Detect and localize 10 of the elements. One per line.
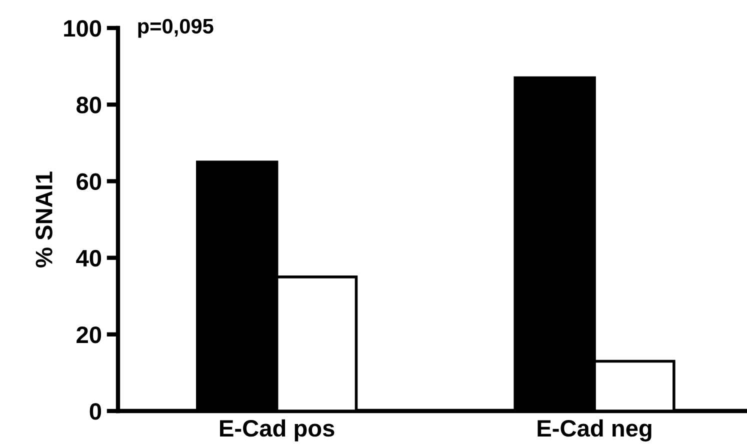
x-tick-label: E-Cad neg: [538, 419, 652, 442]
y-tick-label: 0: [90, 403, 102, 420]
y-axis-title: % SNAI1: [36, 172, 52, 268]
x-tick-label: E-Cad pos: [220, 419, 334, 442]
y-tick-label: 20: [76, 326, 102, 344]
y-tick-label: 80: [76, 96, 102, 114]
annotation: p=0,095: [138, 18, 214, 38]
y-tick-label: 40: [76, 250, 102, 267]
y-tick-label: 100: [64, 20, 102, 37]
y-tick-label: 60: [76, 173, 102, 190]
